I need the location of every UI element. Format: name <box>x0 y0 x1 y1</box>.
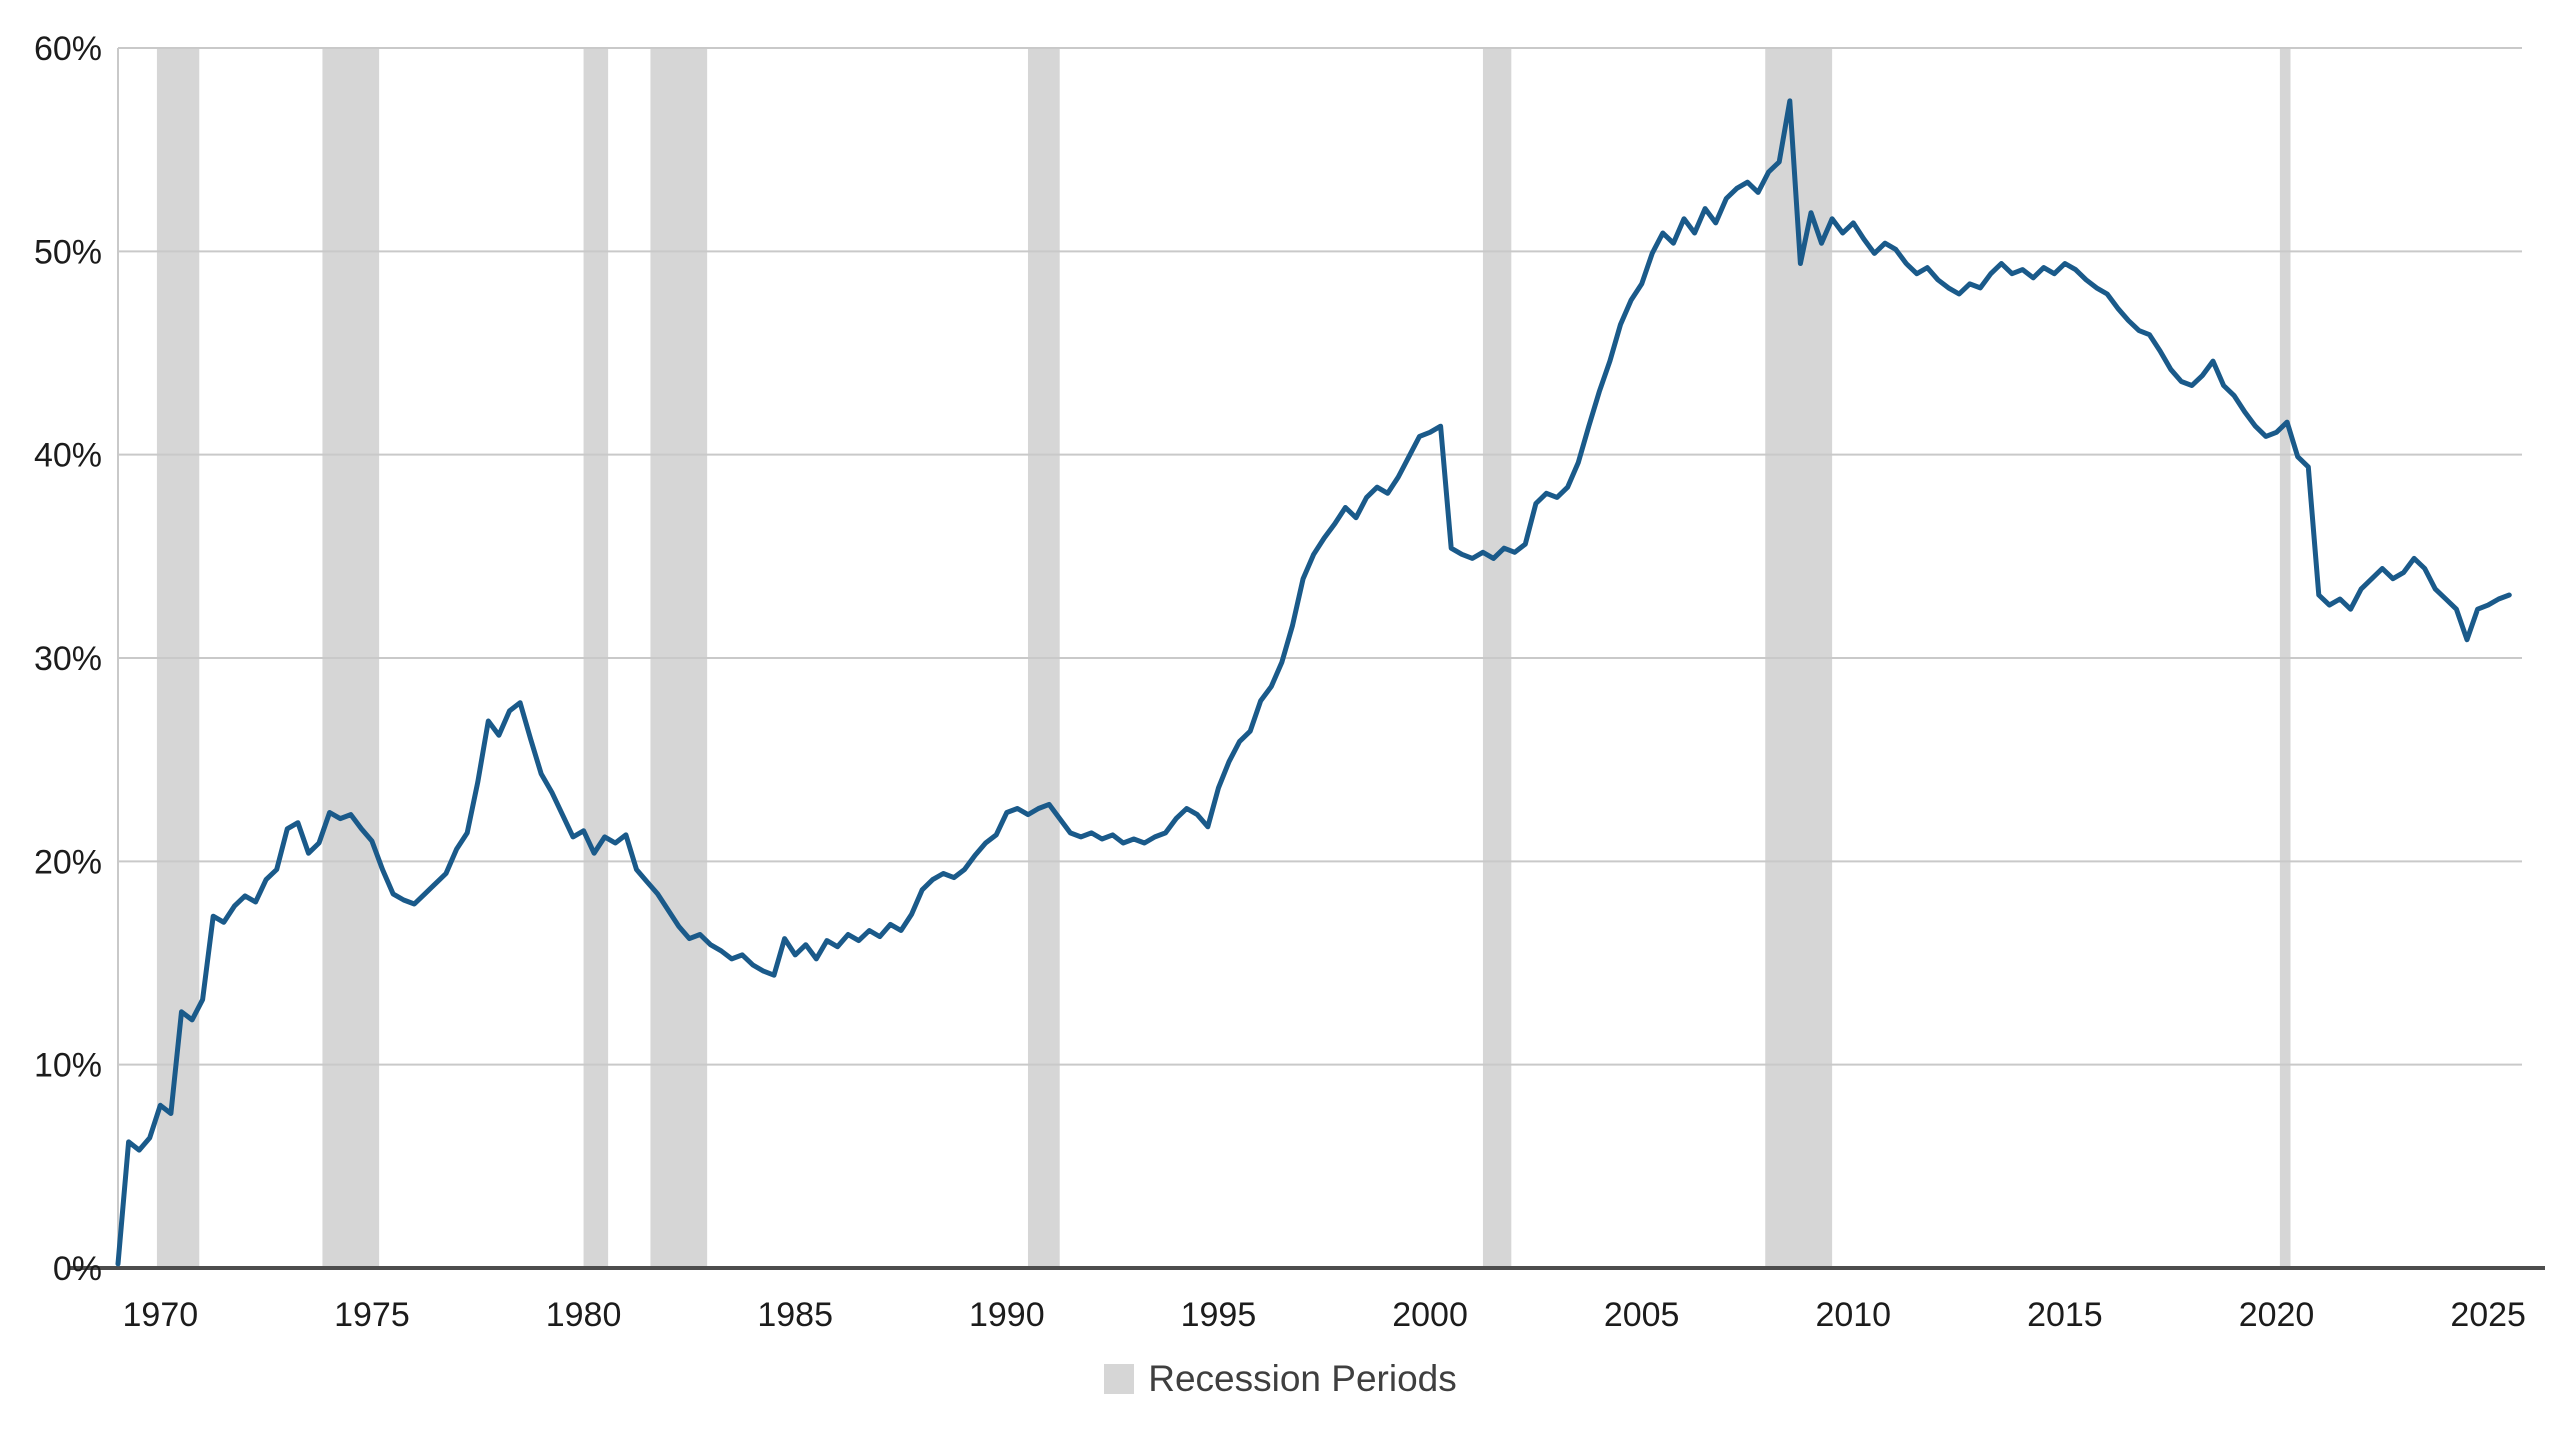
x-tick-label: 1980 <box>546 1296 622 1334</box>
y-tick-label: 40% <box>34 437 102 475</box>
legend-label: Recession Periods <box>1148 1358 1457 1399</box>
x-tick-label: 1990 <box>969 1296 1045 1334</box>
x-tick-label: 1995 <box>1181 1296 1257 1334</box>
y-tick-label: 0% <box>53 1250 102 1288</box>
data-line <box>115 98 2512 1267</box>
line-chart: 0% 10% 20% 30% 40% 50% 60% 1970 1975 1980 1985 1990… <box>34 30 2545 1334</box>
y-tick-label: 10% <box>34 1047 102 1085</box>
x-tick-label: 2025 <box>2450 1296 2526 1334</box>
x-tick-label: 2010 <box>1815 1296 1891 1334</box>
x-tick-label: 2005 <box>1604 1296 1680 1334</box>
recession-band-swatch-icon <box>1104 1364 1135 1394</box>
x-tick-label: 1985 <box>757 1296 833 1334</box>
x-tick-label: 2015 <box>2027 1296 2103 1334</box>
y-tick-label: 50% <box>34 233 102 271</box>
x-tick-label: 1970 <box>123 1296 199 1334</box>
y-tick-label: 60% <box>34 30 102 68</box>
chart-legend: Recession Periods <box>0 1358 2561 1400</box>
y-tick-label: 30% <box>34 640 102 678</box>
x-tick-label: 1975 <box>334 1296 410 1334</box>
y-tick-label: 20% <box>34 843 102 881</box>
x-tick-label: 2020 <box>2239 1296 2315 1334</box>
x-tick-label: 2000 <box>1392 1296 1468 1334</box>
